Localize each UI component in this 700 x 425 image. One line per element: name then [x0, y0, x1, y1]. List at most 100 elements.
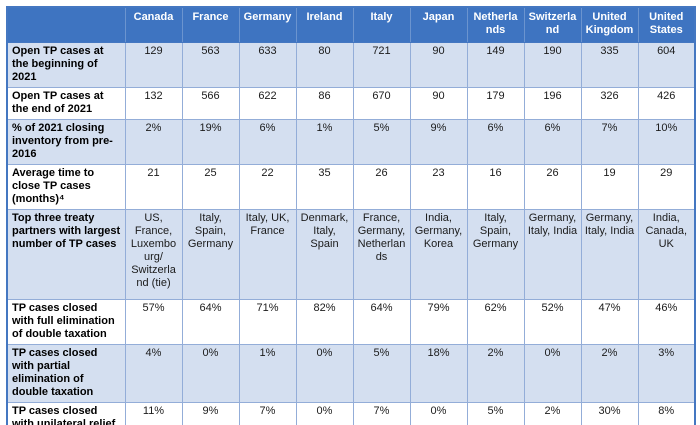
data-cell: 80: [295, 42, 354, 88]
column-header-germany: Germany: [238, 6, 297, 43]
data-cell: 563: [181, 42, 240, 88]
column-header-japan: Japan: [409, 6, 468, 43]
data-cell: India, Germany, Korea: [409, 209, 468, 300]
data-cell: US, France, Luxembourg/ Switzerland (tie…: [124, 209, 183, 300]
data-cell: Italy, Spain, Germany: [181, 209, 240, 300]
data-cell: 5%: [352, 119, 411, 165]
column-header-canada: Canada: [124, 6, 183, 43]
data-cell: 132: [124, 87, 183, 120]
table-row: TP cases closed with partial elimination…: [6, 344, 696, 403]
data-cell: 19: [580, 164, 639, 210]
data-cell: 52%: [523, 299, 582, 345]
data-cell: 90: [409, 87, 468, 120]
data-cell: 2%: [124, 119, 183, 165]
column-header-united-kingdom: United Kingdom: [580, 6, 639, 43]
data-cell: 25: [181, 164, 240, 210]
column-header-italy: Italy: [352, 6, 411, 43]
data-cell: 79%: [409, 299, 468, 345]
row-label: TP cases closed with full elimination of…: [6, 299, 126, 345]
data-cell: 82%: [295, 299, 354, 345]
data-cell: Germany, Italy, India: [580, 209, 639, 300]
data-cell: 22: [238, 164, 297, 210]
data-cell: 29: [637, 164, 696, 210]
row-label: TP cases closed with unilateral relief: [6, 402, 126, 425]
data-cell: 1%: [238, 344, 297, 403]
data-cell: 0%: [409, 402, 468, 425]
data-cell: 21: [124, 164, 183, 210]
data-cell: India, Canada, UK: [637, 209, 696, 300]
data-cell: 64%: [181, 299, 240, 345]
data-cell: 71%: [238, 299, 297, 345]
column-header-united-states: United States: [637, 6, 696, 43]
column-header-switzerland: Switzerland: [523, 6, 582, 43]
row-label: Top three treaty partners with largest n…: [6, 209, 126, 300]
data-cell: 46%: [637, 299, 696, 345]
data-cell: 7%: [352, 402, 411, 425]
data-cell: 326: [580, 87, 639, 120]
table-body: Open TP cases at the beginning of 2021 12…: [6, 42, 696, 425]
row-label: TP cases closed with partial elimination…: [6, 344, 126, 403]
data-cell: 2%: [523, 402, 582, 425]
table-row: Average time to close TP cases (months)⁴…: [6, 164, 696, 210]
data-cell: 0%: [523, 344, 582, 403]
data-cell: 16: [466, 164, 525, 210]
data-cell: 0%: [295, 402, 354, 425]
row-label: Open TP cases at the end of 2021: [6, 87, 126, 120]
data-cell: Italy, Spain, Germany: [466, 209, 525, 300]
data-cell: 2%: [466, 344, 525, 403]
data-cell: 6%: [523, 119, 582, 165]
data-cell: 6%: [466, 119, 525, 165]
data-cell: 10%: [637, 119, 696, 165]
row-label: Open TP cases at the beginning of 2021: [6, 42, 126, 88]
data-cell: 622: [238, 87, 297, 120]
data-cell: Denmark, Italy, Spain: [295, 209, 354, 300]
data-cell: 2%: [580, 344, 639, 403]
data-cell: Germany, Italy, India: [523, 209, 582, 300]
data-cell: 6%: [238, 119, 297, 165]
table-row: TP cases closed with unilateral relief 11…: [6, 402, 696, 425]
table-row: Open TP cases at the beginning of 2021 12…: [6, 42, 696, 88]
data-cell: 335: [580, 42, 639, 88]
data-cell: 5%: [352, 344, 411, 403]
data-cell: 57%: [124, 299, 183, 345]
table-row: TP cases closed with full elimination of…: [6, 299, 696, 345]
data-cell: 30%: [580, 402, 639, 425]
table-row: Top three treaty partners with largest n…: [6, 209, 696, 300]
data-cell: 426: [637, 87, 696, 120]
data-cell: 86: [295, 87, 354, 120]
data-cell: Italy, UK, France: [238, 209, 297, 300]
data-cell: 19%: [181, 119, 240, 165]
row-label: Average time to close TP cases (months)⁴: [6, 164, 126, 210]
tp-cases-table: Canada France Germany Ireland Italy Japan Neth…: [6, 6, 696, 425]
column-header-netherlands: Netherlands: [466, 6, 525, 43]
data-cell: 26: [352, 164, 411, 210]
data-cell: 190: [523, 42, 582, 88]
data-cell: 4%: [124, 344, 183, 403]
data-cell: 64%: [352, 299, 411, 345]
data-cell: 7%: [580, 119, 639, 165]
data-cell: 179: [466, 87, 525, 120]
data-cell: 7%: [238, 402, 297, 425]
data-cell: 0%: [295, 344, 354, 403]
data-cell: 8%: [637, 402, 696, 425]
data-cell: 26: [523, 164, 582, 210]
data-cell: 90: [409, 42, 468, 88]
data-cell: 5%: [466, 402, 525, 425]
data-cell: 35: [295, 164, 354, 210]
data-cell: 0%: [181, 344, 240, 403]
data-cell: 18%: [409, 344, 468, 403]
data-cell: 149: [466, 42, 525, 88]
data-cell: 721: [352, 42, 411, 88]
table-row: % of 2021 closing inventory from pre-201…: [6, 119, 696, 165]
data-cell: 566: [181, 87, 240, 120]
column-header-ireland: Ireland: [295, 6, 354, 43]
data-cell: 3%: [637, 344, 696, 403]
header-row: Canada France Germany Ireland Italy Japan Neth…: [6, 6, 696, 43]
data-cell: 11%: [124, 402, 183, 425]
data-cell: 670: [352, 87, 411, 120]
data-cell: 9%: [181, 402, 240, 425]
table-header: Canada France Germany Ireland Italy Japan Neth…: [6, 6, 696, 43]
table-row: Open TP cases at the end of 2021 132 566 62…: [6, 87, 696, 120]
data-cell: 23: [409, 164, 468, 210]
corner-cell: [6, 6, 126, 43]
